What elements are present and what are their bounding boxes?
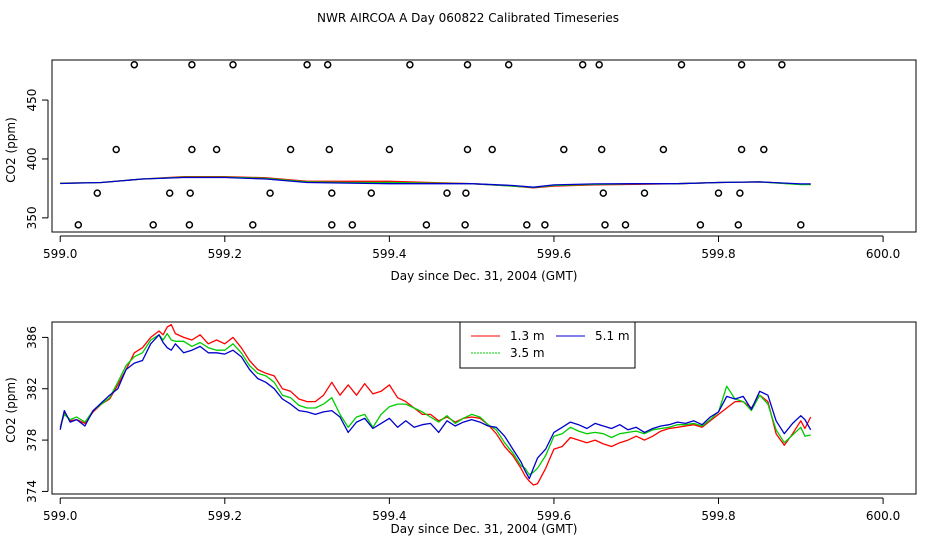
top-scatter-marker [504,60,513,69]
top-scatter-marker [186,189,194,197]
legend-label-3-5m: 3.5 m [510,346,545,360]
top-scatter-marker [461,221,469,229]
top-scatter-marker [385,145,394,154]
top-scatter-marker [149,221,157,229]
top-scatter-marker [286,145,295,154]
top-scatter-marker [736,189,744,197]
bottom-y-axis: 374 378 382 386 [25,326,49,503]
figure-title: NWR AIRCOA A Day 060822 Calibrated Times… [317,11,619,25]
top-scatter-marker [677,60,686,69]
top-scatter-marker [328,189,336,197]
top-scatter-marker [597,145,606,154]
top-x-tick-label: 599.8 [701,247,735,261]
top-scatter-marker [188,145,196,154]
top-y-axis-label: CO2 (ppm) [4,117,18,183]
bottom-series-lines [59,323,812,486]
top-scatter-marker [599,189,608,197]
top-x-tick-label: 600.0 [866,247,900,261]
legend: 1.3 m 5.1 m 3.5 m [459,321,636,369]
legend-label-5-1m: 5.1 m [595,329,630,343]
bottom-x-axis: 599.0 599.2 599.4 599.6 599.8 600.0 [43,497,900,523]
top-x-tick-label: 599.4 [372,247,406,261]
top-scatter-marker [621,221,630,229]
top-scatter-marker [488,145,496,154]
top-x-tick-label: 599.6 [537,247,571,261]
top-series-lines [60,175,811,189]
top-y-axis: 350 400 450 [25,89,49,229]
legend-box [459,321,636,369]
top-scatter-markers [74,60,805,229]
top-scatter-marker [323,60,332,69]
top-scatter-marker [578,60,587,69]
top-scatter-marker [93,189,102,197]
bottom-y-tick-label: 378 [25,429,39,452]
top-y-tick-label: 400 [25,148,39,171]
top-scatter-marker [422,221,431,229]
top-scatter-marker [640,189,649,197]
top-scatter-marker [406,60,414,69]
top-scatter-marker [188,60,196,69]
top-scatter-marker [249,221,257,229]
bottom-x-tick-label: 599.6 [537,509,571,523]
top-scatter-marker [325,145,334,154]
top-scatter-marker [112,145,120,154]
top-scatter-marker [463,60,472,69]
top-scatter-marker [212,145,221,154]
top-scatter-marker [696,221,705,229]
top-scatter-marker [185,221,194,229]
top-plot-frame [51,59,917,233]
bottom-series-line-3-5-m [59,332,811,476]
top-scatter-marker [595,60,603,69]
top-x-tick-label: 599.2 [208,247,242,261]
top-scatter-marker [737,145,746,154]
top-scatter-marker [737,60,746,69]
top-x-axis: 599.0 599.2 599.4 599.6 599.8 600.0 [43,235,900,261]
top-scatter-marker [462,189,470,197]
top-scatter-marker [778,60,786,69]
bottom-y-tick-label: 386 [25,326,39,349]
bottom-series-line-1-3-m [59,323,812,486]
top-scatter-marker [348,221,357,229]
bottom-series-line-5-1-m [59,334,812,480]
top-scatter-marker [601,221,609,229]
top-scatter-marker [74,221,83,229]
top-scatter-marker [266,189,274,197]
legend-label-1-3m: 1.3 m [510,329,545,343]
bottom-x-tick-label: 599.0 [43,509,77,523]
top-scatter-marker [797,221,805,229]
top-scatter-marker [714,189,723,197]
top-scatter-marker [303,60,311,69]
bottom-y-tick-label: 382 [25,377,39,400]
top-scatter-marker [130,60,139,69]
top-scatter-marker [443,189,451,197]
top-scatter-marker [367,189,376,197]
top-x-tick-label: 599.0 [43,247,77,261]
top-scatter-marker [523,221,531,229]
top-x-axis-label: Day since Dec. 31, 2004 (GMT) [391,269,578,283]
bottom-y-axis-label: CO2 (ppm) [4,377,18,443]
top-scatter-marker [760,145,768,154]
bottom-x-tick-label: 600.0 [866,509,900,523]
top-scatter-marker [734,221,743,229]
top-y-tick-label: 350 [25,206,39,229]
top-y-tick-label: 450 [25,89,39,112]
top-scatter-marker [229,60,237,69]
top-panel: 599.0 599.2 599.4 599.6 599.8 600.0 350 400 450… [4,59,917,283]
top-scatter-marker [659,145,668,154]
bottom-panel: 599.0 599.2 599.4 599.6 599.8 600.0 374 378 382… [4,321,917,536]
top-series-line-5-1-m [60,176,811,188]
top-scatter-marker [541,221,549,229]
top-scatter-marker [560,145,568,154]
top-scatter-marker [463,145,472,154]
bottom-x-tick-label: 599.8 [701,509,735,523]
bottom-x-tick-label: 599.4 [372,509,406,523]
bottom-y-tick-label: 374 [25,480,39,503]
bottom-x-axis-label: Day since Dec. 31, 2004 (GMT) [391,522,578,536]
top-scatter-marker [328,221,336,229]
top-scatter-marker [165,189,174,197]
bottom-x-tick-label: 599.2 [208,509,242,523]
